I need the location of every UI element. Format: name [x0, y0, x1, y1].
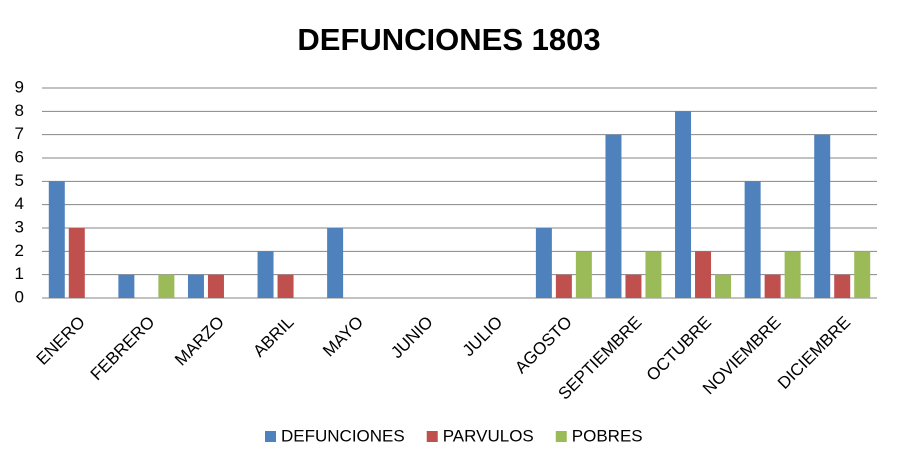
bar — [257, 251, 274, 298]
bar — [118, 274, 135, 298]
y-tick-label: 0 — [15, 287, 24, 306]
bar — [625, 274, 642, 298]
legend-swatch — [265, 431, 276, 442]
bar — [605, 134, 622, 298]
bar — [555, 274, 572, 298]
bar — [744, 181, 761, 298]
bar — [158, 274, 175, 298]
bar — [327, 228, 344, 298]
y-tick-label: 4 — [15, 194, 24, 213]
y-tick-label: 8 — [15, 101, 24, 120]
x-tick-label: JUNIO — [387, 313, 436, 362]
bar — [277, 274, 294, 298]
y-tick-label: 7 — [15, 124, 24, 143]
x-tick-label: AGOSTO — [511, 313, 576, 378]
legend-label: DEFUNCIONES — [281, 426, 405, 445]
legend-swatch — [426, 431, 438, 442]
bar — [784, 251, 801, 298]
x-tick-label: ENERO — [33, 313, 89, 369]
y-tick-label: 9 — [15, 77, 24, 96]
x-tick-label: DICIEMBRE — [774, 313, 854, 393]
bar — [535, 228, 552, 298]
bar — [645, 251, 662, 298]
x-tick-label: MAYO — [319, 313, 367, 361]
bar — [187, 274, 204, 298]
legend-label: PARVULOS — [443, 426, 534, 445]
bar — [764, 274, 781, 298]
legend-label: POBRES — [572, 426, 643, 445]
bar — [695, 251, 712, 298]
x-tick-label: MARZO — [171, 313, 228, 370]
x-tick-label: ABRIL — [249, 313, 297, 361]
legend-swatch — [555, 431, 567, 442]
bar — [715, 274, 732, 298]
bar — [68, 228, 85, 298]
bar — [834, 274, 851, 298]
y-tick-label: 2 — [15, 241, 24, 260]
bar — [575, 251, 592, 298]
bar — [207, 274, 224, 298]
x-tick-label: FEBRERO — [87, 313, 159, 385]
x-tick-label: JULIO — [459, 313, 507, 361]
bar — [675, 111, 692, 298]
y-tick-label: 6 — [15, 147, 24, 166]
y-tick-label: 5 — [15, 171, 24, 190]
y-tick-label: 3 — [15, 217, 24, 236]
y-tick-label: 1 — [15, 264, 24, 283]
bar — [814, 134, 831, 298]
chart-title: DEFUNCIONES 1803 — [297, 22, 600, 57]
x-tick-label: OCTUBRE — [643, 313, 715, 385]
bar — [48, 181, 65, 298]
bar — [854, 251, 871, 298]
